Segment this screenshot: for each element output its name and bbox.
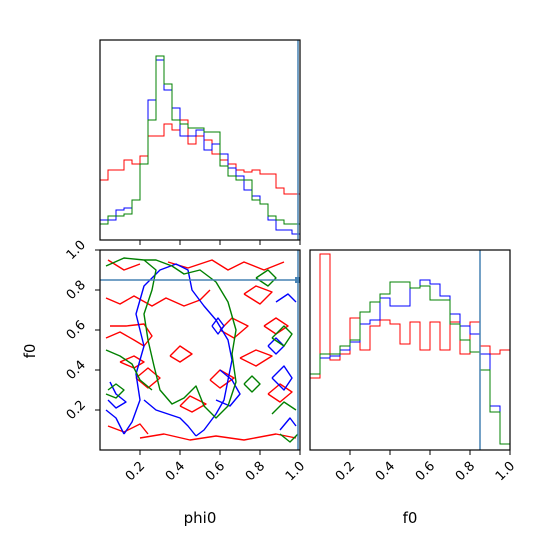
contour-blue-6 (271, 365, 293, 391)
contour-blue-5 (275, 293, 297, 303)
contour-red-6 (219, 317, 249, 339)
contour-blue-8 (211, 317, 225, 335)
contour-red-1 (105, 289, 211, 307)
contour-green-1 (105, 257, 145, 267)
contour-phi0-f0-panel: 0.2 0.4 0.6 0.8 1.0 0.20.40.60.81.0 (64, 238, 308, 484)
contour-green-2 (105, 349, 153, 391)
histogram-phi0-series-red (100, 119, 300, 195)
contour-red-2 (135, 367, 161, 389)
contour-red-9 (139, 433, 297, 441)
y-axis-label-f0: f0 (21, 344, 39, 359)
x-axis-label-f0: f0 (403, 509, 418, 527)
contour-red-14 (263, 317, 289, 335)
contour-red-5 (209, 369, 235, 389)
contour-green-5 (271, 325, 293, 347)
contour-green-6 (271, 401, 297, 415)
contour-red-4 (179, 395, 207, 413)
contour-lines (100, 250, 300, 450)
contour-red-12 (267, 383, 293, 403)
histogram-f0-steps (310, 250, 510, 450)
contour-red-11 (169, 345, 193, 363)
contour-red-8 (243, 285, 273, 305)
contour-frame (99, 249, 301, 451)
contour-blue-3 (107, 381, 127, 409)
contour-red-13 (167, 259, 285, 271)
contour-red-10 (107, 423, 149, 435)
contour-green-0 (143, 259, 237, 419)
contour-blue-7 (279, 417, 297, 431)
histogram-phi0-frame (99, 39, 301, 241)
histogram-phi0-panel (99, 39, 301, 245)
histogram-phi0-series-green (100, 55, 300, 225)
histogram-f0-series-red (310, 253, 510, 379)
histogram-f0-frame (309, 249, 511, 451)
contour-red-7 (239, 349, 273, 367)
contour-blue-2 (143, 399, 197, 437)
histogram-phi0-steps (100, 40, 300, 240)
truth-marker (295, 277, 300, 283)
contour-green-4 (255, 269, 277, 287)
contour-green-8 (243, 375, 261, 393)
contour-blue-1 (105, 409, 125, 435)
contour-red-3 (119, 355, 145, 369)
x-axis-label-phi0: phi0 (184, 509, 217, 527)
contour-blue-4 (215, 369, 241, 407)
histogram-phi0-ticks (139, 240, 301, 245)
contour-green-7 (279, 433, 299, 443)
contour-green-3 (105, 383, 125, 399)
